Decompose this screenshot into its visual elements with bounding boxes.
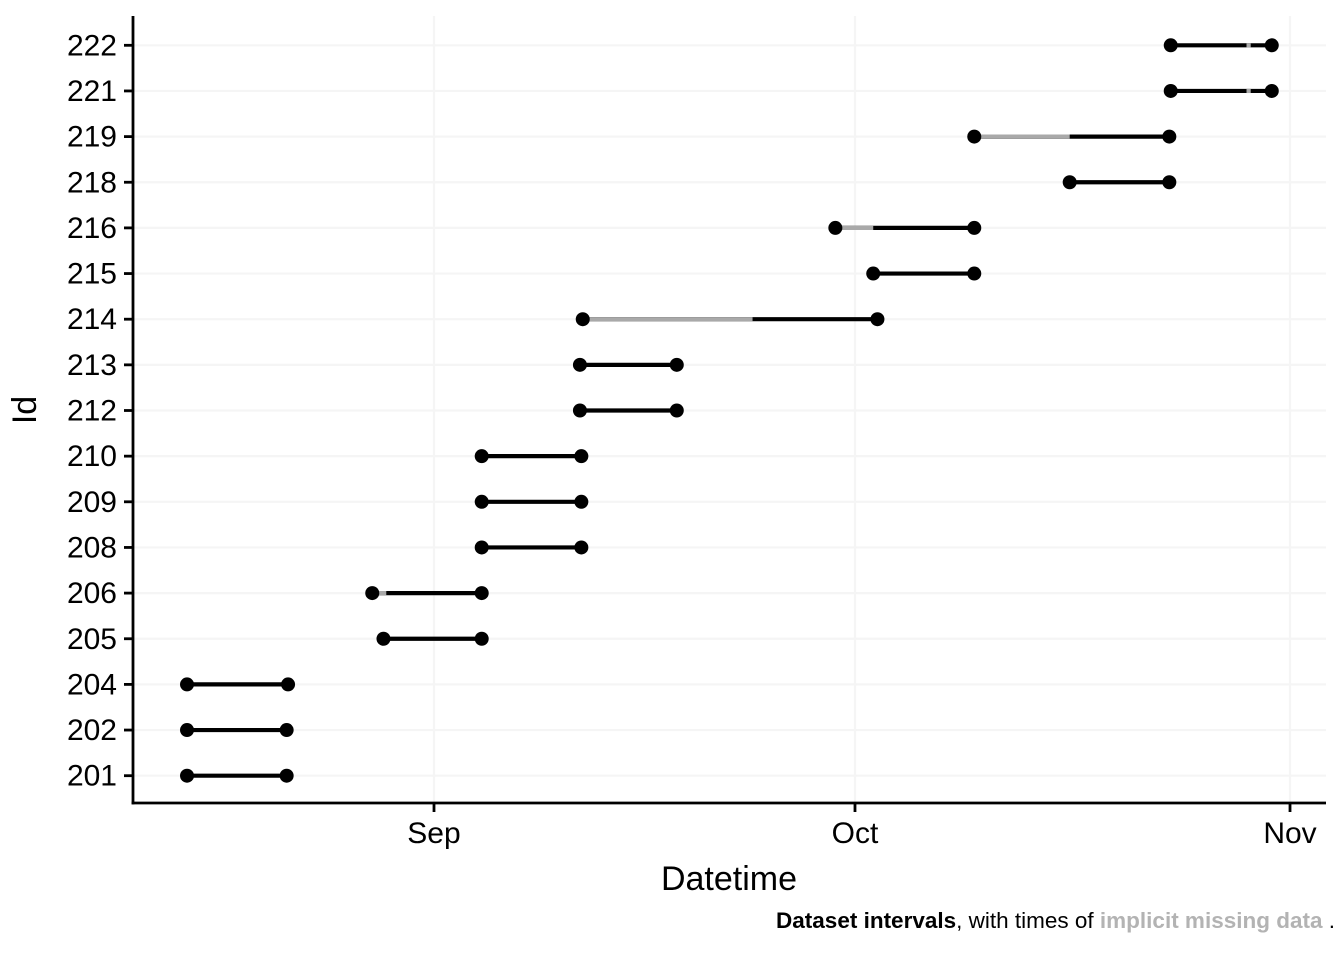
interval-start-dot	[1163, 83, 1178, 98]
caption-part-2: implicit missing data	[1099, 908, 1323, 933]
interval-end-dot	[669, 403, 684, 418]
y-tick-label: 208	[67, 531, 117, 564]
interval-end-dot	[967, 220, 982, 235]
interval-end-dot	[1264, 38, 1279, 53]
y-tick-label: 221	[67, 75, 117, 108]
interval-end-dot	[279, 768, 294, 783]
interval-start-dot	[1163, 38, 1178, 53]
interval-start-dot	[828, 220, 843, 235]
interval-start-dot	[967, 129, 982, 144]
y-tick-label: 202	[67, 714, 117, 747]
interval-start-dot	[180, 768, 195, 783]
caption-part-3: .	[1322, 908, 1335, 933]
y-tick-label: 214	[67, 303, 117, 336]
y-tick-label: 201	[67, 760, 117, 793]
y-tick-label: 205	[67, 623, 117, 656]
interval-start-dot	[365, 586, 380, 601]
interval-end-dot	[870, 312, 885, 327]
interval-start-dot	[376, 631, 391, 646]
y-tick-label: 213	[67, 349, 117, 382]
y-tick-label: 204	[67, 668, 117, 701]
x-axis-title: Datetime	[661, 860, 797, 898]
y-tick-label: 206	[67, 577, 117, 610]
x-tick-label: Oct	[832, 817, 879, 850]
interval-start-dot	[474, 494, 489, 509]
y-tick-label: 212	[67, 395, 117, 428]
y-tick-label: 219	[67, 121, 117, 154]
y-tick-label: 209	[67, 486, 117, 519]
interval-end-dot	[1264, 83, 1279, 98]
interval-start-dot	[572, 357, 587, 372]
interval-start-dot	[866, 266, 881, 281]
interval-end-dot	[281, 677, 296, 692]
y-axis-title: Id	[6, 396, 44, 424]
interval-start-dot	[1062, 175, 1077, 190]
figure-caption: Dataset intervals, with times of implici…	[776, 908, 1335, 934]
interval-end-dot	[574, 449, 589, 464]
y-tick-label: 222	[67, 29, 117, 62]
y-tick-label: 216	[67, 212, 117, 245]
y-tick-label: 210	[67, 440, 117, 473]
interval-start-dot	[180, 677, 195, 692]
interval-end-dot	[574, 540, 589, 555]
y-tick-label: 218	[67, 166, 117, 199]
interval-start-dot	[575, 312, 590, 327]
series-layer	[180, 38, 1279, 783]
interval-end-dot	[1162, 175, 1177, 190]
interval-start-dot	[474, 449, 489, 464]
caption-part-0: Dataset intervals	[776, 908, 957, 933]
x-tick-label: Sep	[407, 817, 460, 850]
interval-end-dot	[474, 631, 489, 646]
interval-end-dot	[1162, 129, 1177, 144]
interval-end-dot	[669, 357, 684, 372]
axes-layer: Sep Oct Nov 222 221 219 218 216 215 214 213 212 210 2…	[67, 16, 1326, 850]
interval-end-dot	[967, 266, 982, 281]
interval-end-dot	[474, 586, 489, 601]
interval-start-dot	[572, 403, 587, 418]
interval-start-dot	[180, 723, 195, 738]
interval-start-dot	[474, 540, 489, 555]
y-tick-label: 215	[67, 258, 117, 291]
interval-end-dot	[279, 723, 294, 738]
x-tick-label: Nov	[1263, 817, 1316, 850]
caption-part-1: , with times of	[956, 908, 1100, 933]
grid-layer	[133, 16, 1326, 803]
interval-end-dot	[574, 494, 589, 509]
